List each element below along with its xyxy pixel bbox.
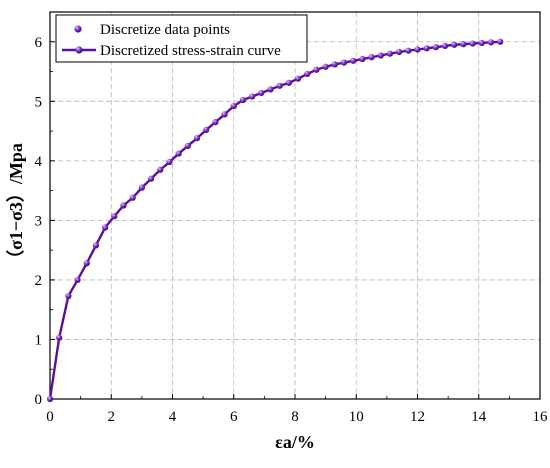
data-point xyxy=(193,135,201,142)
data-point xyxy=(258,89,265,97)
data-point xyxy=(469,40,476,47)
data-point xyxy=(294,75,302,82)
data-point xyxy=(184,142,191,150)
data-point xyxy=(396,48,403,55)
data-point xyxy=(129,194,136,201)
y-tick-label: 3 xyxy=(35,213,43,229)
data-point xyxy=(230,102,237,110)
data-point xyxy=(212,119,219,126)
series xyxy=(46,38,504,403)
legend-marker-points xyxy=(74,25,82,33)
data-point xyxy=(203,126,210,133)
data-point xyxy=(102,224,109,231)
data-point xyxy=(221,111,228,118)
data-point xyxy=(405,47,412,54)
data-point xyxy=(487,39,495,46)
legend-marker-curve xyxy=(75,46,83,54)
legend-box xyxy=(55,14,308,63)
x-tick-label: 14 xyxy=(471,409,487,425)
data-point xyxy=(56,334,63,341)
y-tick-label: 5 xyxy=(35,94,43,110)
data-point xyxy=(111,213,118,220)
data-point xyxy=(267,86,274,93)
x-tick-label: 16 xyxy=(533,409,549,425)
data-point xyxy=(451,41,458,48)
x-tick-label: 12 xyxy=(410,409,425,425)
data-point xyxy=(368,54,375,61)
data-point xyxy=(414,46,421,53)
data-point xyxy=(249,93,256,100)
data-point xyxy=(276,82,283,89)
data-point xyxy=(304,70,311,78)
data-point xyxy=(432,44,439,51)
y-tick-label: 1 xyxy=(35,332,43,348)
data-point xyxy=(478,39,485,47)
data-point xyxy=(74,276,81,284)
x-tick-label: 0 xyxy=(46,409,54,425)
y-tick-label: 4 xyxy=(35,154,43,170)
data-point xyxy=(46,395,54,403)
x-axis-label: εa/% xyxy=(275,432,315,452)
data-point xyxy=(83,260,90,267)
y-axis-label: （σ1−σ3）/Mpa xyxy=(6,143,26,268)
data-point xyxy=(497,38,504,45)
x-tick-label: 10 xyxy=(349,409,364,425)
data-point xyxy=(340,59,348,66)
data-point xyxy=(285,79,292,86)
data-point xyxy=(175,150,182,157)
data-point xyxy=(65,292,72,300)
data-point xyxy=(386,50,394,57)
legend-label-curve: Discretized stress-strain curve xyxy=(100,43,281,59)
data-point xyxy=(166,158,173,166)
x-tick-label: 6 xyxy=(230,409,238,425)
data-point xyxy=(92,242,100,249)
data-point xyxy=(423,45,430,52)
data-point xyxy=(331,61,338,68)
data-point xyxy=(322,63,329,70)
x-tick-label: 4 xyxy=(169,409,177,425)
x-tick-label: 2 xyxy=(108,409,116,425)
data-point xyxy=(147,175,155,182)
x-tick-label: 8 xyxy=(291,409,299,425)
y-tick-label: 6 xyxy=(35,35,43,51)
data-point xyxy=(377,52,384,59)
data-point xyxy=(359,55,366,63)
data-point xyxy=(460,41,467,48)
data-point xyxy=(138,184,145,191)
legend-label-points: Discretize data points xyxy=(100,22,230,38)
data-point xyxy=(441,42,449,50)
data-point xyxy=(157,166,164,173)
legend: Discretize data points Discretized stress… xyxy=(55,14,308,63)
data-point xyxy=(350,57,357,64)
data-point xyxy=(239,97,247,104)
y-tick-label: 2 xyxy=(35,273,43,289)
y-tick-label: 0 xyxy=(35,392,43,408)
data-point xyxy=(313,66,320,73)
data-point xyxy=(120,202,127,209)
